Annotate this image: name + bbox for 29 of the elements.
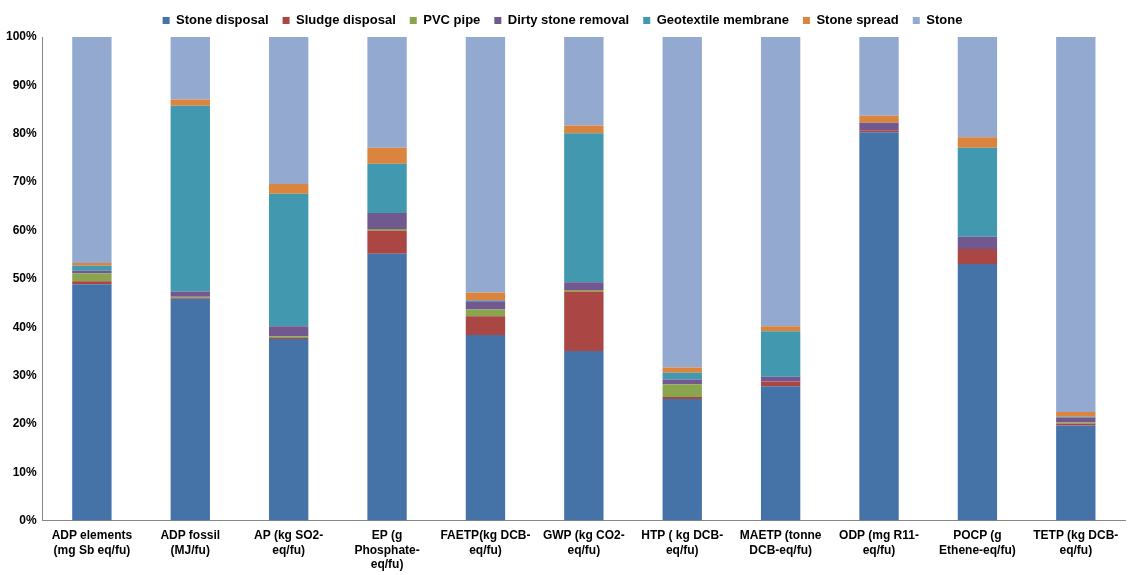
x-tick-label: FAETP(kg DCB-eq/fu) (440, 528, 531, 557)
y-tick-label: 60% (12, 222, 38, 237)
y-tick-label: 40% (12, 319, 38, 334)
legend-label: PVC pipe (423, 12, 481, 28)
legend-label: Geotextile membrane (656, 12, 789, 28)
y-tick-label: 10% (12, 464, 38, 479)
x-tick-label: AP (kg SO2-eq/fu) (254, 528, 324, 557)
y-tick-label: 90% (12, 77, 38, 92)
legend-label: Stone spread (816, 12, 899, 28)
legend-label: Stone (926, 12, 963, 28)
y-tick-label: 100% (5, 29, 38, 44)
x-tick-label: ADP elements (mg Sb eq/fu) (51, 528, 133, 557)
y-tick-label: 50% (12, 271, 38, 286)
y-tick-label: 0% (19, 513, 38, 528)
x-tick-label: GWP (kg CO2-eq/fu) (542, 528, 625, 557)
x-tick-label: HTP ( kg DCB-eq/fu) (641, 528, 724, 557)
legend-label: Stone disposal (176, 12, 269, 28)
legend-label: Sludge disposal (296, 12, 396, 28)
x-tick-label: MAETP (tonne DCB-eq/fu) (739, 528, 822, 557)
y-tick-label: 20% (12, 416, 38, 431)
y-tick-label: 30% (12, 367, 38, 382)
legend-label: Dirty stone removal (507, 12, 630, 28)
x-tick-label: ODP (mg R11-eq/fu) (839, 528, 919, 557)
y-tick-label: 70% (12, 174, 38, 189)
y-tick-label: 80% (12, 126, 38, 141)
x-tick-label: TETP (kg DCB-eq/fu) (1033, 528, 1119, 557)
x-tick-label: POCP (g Ethene-eq/fu) (939, 528, 1016, 557)
x-tick-label: ADP fossil (MJ/fu) (160, 528, 221, 557)
x-tick-label: EP (g Phosphate-eq/fu) (354, 528, 420, 572)
